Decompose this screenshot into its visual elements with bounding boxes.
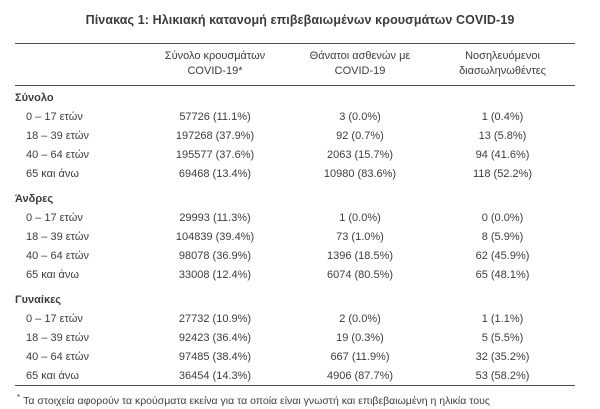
cell-cases: 195577 (37.6%) (175, 148, 255, 161)
cell-cases: 97485 (38.4%) (178, 350, 252, 363)
cell-deaths: 1 (0.0%) (339, 211, 381, 224)
cell-deaths: 4906 (87.7%) (326, 369, 394, 382)
cell-deaths: 667 (11.9%) (330, 350, 390, 363)
cell-intubated: 62 (45.9%) (475, 249, 530, 262)
cell-intubated: 1 (1.1%) (481, 312, 524, 325)
section-header-row: Σύνολο (15, 86, 575, 108)
table-header: Σύνολο κρουσμάτων COVID-19* Θάνατοι ασθε… (15, 44, 575, 86)
age-label: 65 και άνω (26, 369, 79, 382)
table-row: 0 – 17 ετών 29993 (11.3%) 1 (0.0%) 0 (0.0%) (15, 208, 575, 227)
cell-deaths: 19 (0.3%) (336, 331, 384, 344)
table-title: Πίνακας 1: Ηλικιακή κατανομή επιβεβαιωμέ… (85, 13, 515, 27)
cell-cases: 36454 (14.3%) (178, 369, 252, 382)
section-label: Άνδρες (15, 193, 54, 205)
age-label: 0 – 17 ετών (26, 312, 83, 325)
age-label: 65 και άνω (26, 268, 79, 281)
cell-intubated: 1 (0.4%) (481, 110, 524, 123)
column-header-line: διασωληνωθέντες (459, 65, 546, 77)
column-header-line: COVID-19 (334, 65, 386, 77)
age-label: 18 – 39 ετών (26, 129, 89, 142)
cell-intubated: 5 (5.5%) (481, 331, 524, 344)
cell-deaths: 10980 (83.6%) (323, 167, 397, 180)
cell-intubated: 53 (58.2%) (475, 369, 530, 382)
table-row: 40 – 64 ετών 97485 (38.4%) 667 (11.9%) 32 (… (15, 347, 575, 366)
cell-intubated: 13 (5.8%) (478, 129, 527, 142)
table-row: 40 – 64 ετών 195577 (37.6%) 2063 (15.7%) 94… (15, 145, 575, 164)
table-row: 18 – 39 ετών 104839 (39.4%) 73 (1.0%) 8 (5.… (15, 227, 575, 246)
age-label: 0 – 17 ετών (26, 211, 83, 224)
cell-cases: 29993 (11.3%) (179, 211, 251, 224)
cell-cases: 27732 (10.9%) (178, 312, 252, 325)
cell-deaths: 1396 (18.5%) (326, 249, 394, 262)
cell-deaths: 2063 (15.7%) (326, 148, 394, 161)
cell-cases: 33008 (12.4%) (178, 268, 252, 281)
cell-intubated: 118 (52.2%) (472, 167, 533, 180)
column-header-age (15, 44, 140, 86)
table-row: 18 – 39 ετών 92423 (36.4%) 19 (0.3%) 5 (5.5… (15, 328, 575, 347)
covid-age-table: Σύνολο κρουσμάτων COVID-19* Θάνατοι ασθε… (15, 43, 575, 386)
column-header-line: COVID-19* (187, 65, 243, 77)
footnote: * Τα στοιχεία αφορούν τα κρούσματα εκείνα… (17, 393, 600, 407)
cell-cases: 104839 (39.4%) (175, 230, 255, 243)
section-header-row: Γυναίκες (15, 284, 575, 309)
age-label: 40 – 64 ετών (26, 350, 89, 363)
section-label: Γυναίκες (15, 294, 62, 306)
cell-cases: 92423 (36.4%) (178, 331, 252, 344)
table-body: Σύνολο 0 – 17 ετών 57726 (11.1%) 3 (0.0%) 1 … (15, 86, 575, 386)
column-header-line: Νοσηλευόμενοι (465, 50, 540, 62)
column-header-line: Θάνατοι ασθενών με (309, 50, 411, 62)
cell-intubated: 8 (5.9%) (481, 230, 524, 243)
cell-cases: 98078 (36.9%) (178, 249, 252, 262)
age-label: 65 και άνω (26, 167, 79, 180)
cell-deaths: 6074 (80.5%) (326, 268, 394, 281)
column-header-cases: Σύνολο κρουσμάτων COVID-19* (140, 44, 290, 86)
column-header-line: Σύνολο κρουσμάτων (164, 50, 266, 62)
table-row: 0 – 17 ετών 57726 (11.1%) 3 (0.0%) 1 (0.4%) (15, 107, 575, 126)
header-row: Σύνολο κρουσμάτων COVID-19* Θάνατοι ασθε… (15, 44, 575, 86)
cell-deaths: 73 (1.0%) (336, 230, 384, 243)
section-header-row: Άνδρες (15, 183, 575, 208)
cell-intubated: 94 (41.6%) (475, 148, 530, 161)
table-row: 0 – 17 ετών 27732 (10.9%) 2 (0.0%) 1 (1.1%) (15, 309, 575, 328)
cell-intubated: 0 (0.0%) (481, 211, 524, 224)
table-row: 65 και άνω 36454 (14.3%) 4906 (87.7%) 53 (5… (15, 366, 575, 386)
cell-intubated: 32 (35.2%) (475, 350, 530, 363)
table-row: 65 και άνω 33008 (12.4%) 6074 (80.5%) 65 (4… (15, 265, 575, 284)
section-label: Σύνολο (15, 92, 54, 104)
age-label: 0 – 17 ετών (26, 110, 83, 123)
cell-intubated: 65 (48.1%) (475, 268, 530, 281)
cell-deaths: 92 (0.7%) (336, 129, 384, 142)
cell-cases: 57726 (11.1%) (179, 110, 251, 123)
cell-cases: 69468 (13.4%) (178, 167, 252, 180)
footnote-text: Τα στοιχεία αφορούν τα κρούσματα εκείνα … (23, 395, 490, 407)
age-label: 40 – 64 ετών (26, 249, 89, 262)
age-label: 18 – 39 ετών (26, 230, 89, 243)
age-label: 18 – 39 ετών (26, 331, 89, 344)
age-label: 40 – 64 ετών (26, 148, 89, 161)
cell-deaths: 3 (0.0%) (339, 110, 381, 123)
cell-cases: 197268 (37.9%) (175, 129, 255, 142)
footnote-asterisk: * (17, 393, 21, 402)
column-header-intubated: Νοσηλευόμενοι διασωληνωθέντες (430, 44, 575, 86)
column-header-deaths: Θάνατοι ασθενών με COVID-19 (290, 44, 430, 86)
table-row: 65 και άνω 69468 (13.4%) 10980 (83.6%) 118 … (15, 164, 575, 183)
cell-deaths: 2 (0.0%) (339, 312, 381, 325)
table-row: 18 – 39 ετών 197268 (37.9%) 92 (0.7%) 13 (5… (15, 126, 575, 145)
table-row: 40 – 64 ετών 98078 (36.9%) 1396 (18.5%) 62 … (15, 246, 575, 265)
